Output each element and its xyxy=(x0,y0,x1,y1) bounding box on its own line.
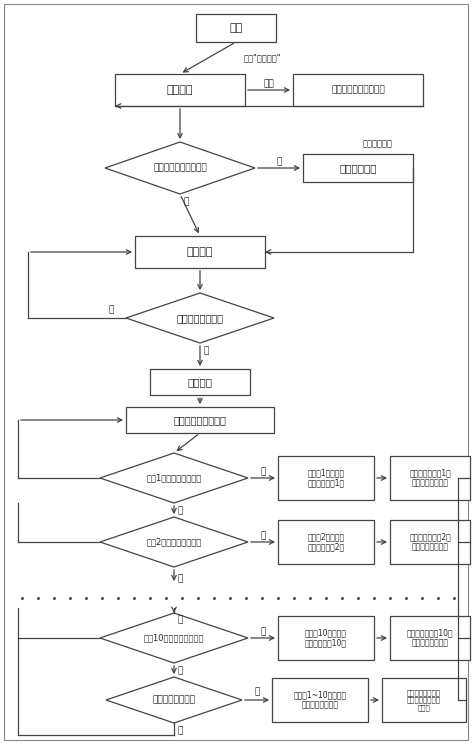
Text: 开出量1闭合，驱
动跳闸指示灯1亮: 开出量1闭合，驱 动跳闸指示灯1亮 xyxy=(307,468,345,488)
Text: 是: 是 xyxy=(254,687,260,696)
Bar xyxy=(278,520,374,564)
Text: 开关10跳闸接点是否动作: 开关10跳闸接点是否动作 xyxy=(144,633,204,643)
Text: 是: 是 xyxy=(204,347,210,356)
Bar xyxy=(390,616,470,660)
Text: 退出设置界面: 退出设置界面 xyxy=(363,139,393,149)
Bar xyxy=(196,14,276,42)
Text: 点击"进入系统": 点击"进入系统" xyxy=(244,54,281,62)
Text: 检查所有指示灯是否亮: 检查所有指示灯是否亮 xyxy=(331,86,385,94)
Text: 否: 否 xyxy=(178,507,184,516)
Text: 开机: 开机 xyxy=(229,23,243,33)
Text: 计时开始: 计时开始 xyxy=(187,377,212,387)
Text: 否: 否 xyxy=(178,574,184,583)
Bar xyxy=(115,74,245,106)
Bar xyxy=(303,154,413,182)
Text: 开出量2闭合，驱
动跳闸指示灯2亮: 开出量2闭合，驱 动跳闸指示灯2亮 xyxy=(307,532,345,552)
Text: 开关2跳闸接点是否动作: 开关2跳闸接点是否动作 xyxy=(146,537,202,547)
Bar xyxy=(382,678,466,722)
Text: 否: 否 xyxy=(184,197,189,207)
Text: 测试界面: 测试界面 xyxy=(187,247,213,257)
Bar xyxy=(135,236,265,268)
Bar xyxy=(272,678,368,722)
Text: 否: 否 xyxy=(109,306,114,315)
Polygon shape xyxy=(100,517,248,567)
Polygon shape xyxy=(100,613,248,663)
Polygon shape xyxy=(106,677,242,723)
Text: 是: 是 xyxy=(261,467,266,476)
Text: 试灯: 试灯 xyxy=(264,80,274,89)
Polygon shape xyxy=(100,453,248,503)
Text: 是否需要重设开关编号: 是否需要重设开关编号 xyxy=(153,164,207,173)
Text: 开出量1~10复归，所
有跳闸指示灯熄灭: 开出量1~10复归，所 有跳闸指示灯熄灭 xyxy=(294,690,346,710)
Text: 触摸屏显示开关2动
作时间及动作指示: 触摸屏显示开关2动 作时间及动作指示 xyxy=(409,532,451,552)
Polygon shape xyxy=(126,293,274,343)
Text: 否: 否 xyxy=(178,726,184,736)
Bar xyxy=(150,369,250,395)
Text: 否: 否 xyxy=(178,667,184,676)
Text: 否: 否 xyxy=(178,615,184,624)
Text: 触摸屏各开关动作
指示复归，动作时
间清零: 触摸屏各开关动作 指示复归，动作时 间清零 xyxy=(407,689,441,711)
Text: 触摸屏显示开关1动
作时间及动作指示: 触摸屏显示开关1动 作时间及动作指示 xyxy=(409,468,451,488)
Bar xyxy=(278,456,374,500)
Bar xyxy=(126,407,274,433)
Text: 开出量10闭合，驱
动跳闸指示灯10亮: 开出量10闭合，驱 动跳闸指示灯10亮 xyxy=(305,628,347,648)
Text: 是: 是 xyxy=(276,158,282,167)
Text: 触摸屏显示开关10动
作时间及动作指示: 触摸屏显示开关10动 作时间及动作指示 xyxy=(407,628,453,648)
Bar xyxy=(278,616,374,660)
Bar xyxy=(390,456,470,500)
Text: 是: 是 xyxy=(261,531,266,540)
Text: 开关1跳闸接点是否动作: 开关1跳闸接点是否动作 xyxy=(146,473,202,483)
Bar xyxy=(390,520,470,564)
Text: 启动接点是否动作: 启动接点是否动作 xyxy=(177,313,224,323)
Text: 触摸屏显示计时状态: 触摸屏显示计时状态 xyxy=(174,415,227,425)
Text: 复归接点是否动作: 复归接点是否动作 xyxy=(152,696,195,705)
Polygon shape xyxy=(105,142,255,194)
Text: 是: 是 xyxy=(261,627,266,637)
Text: 测试界面: 测试界面 xyxy=(167,85,193,95)
Text: 重设开关编号: 重设开关编号 xyxy=(339,163,377,173)
Bar xyxy=(293,74,423,106)
